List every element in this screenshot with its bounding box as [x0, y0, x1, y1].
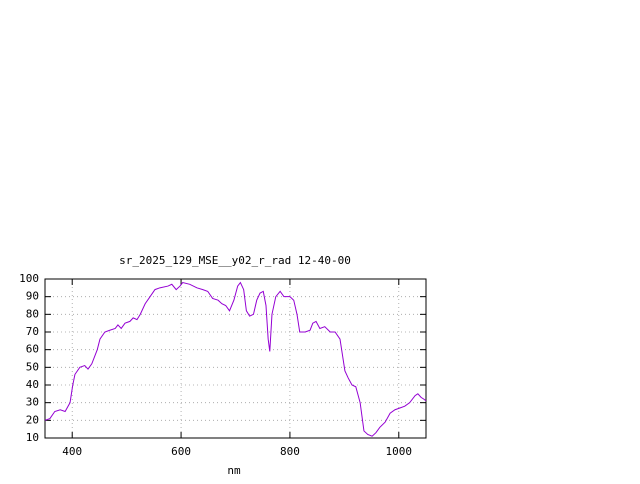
plot-border	[44, 278, 427, 439]
x-tick-label: 800	[280, 445, 300, 458]
y-tick-label: 40	[26, 378, 39, 391]
y-tick-label: 100	[19, 272, 39, 285]
y-tick-label: 70	[26, 325, 39, 338]
x-tick-label: 1000	[386, 445, 413, 458]
chart-title: sr_2025_129_MSE__y02_r_rad 12-40-00	[119, 254, 351, 267]
x-tick-label: 600	[171, 445, 191, 458]
y-tick-label: 90	[26, 290, 39, 303]
x-tick-label: 400	[62, 445, 82, 458]
data-line	[44, 281, 427, 437]
y-tick-label: 20	[26, 413, 39, 426]
y-tick-label: 30	[26, 396, 39, 409]
y-tick-label: 80	[26, 307, 39, 320]
y-tick-label: 60	[26, 343, 39, 356]
x-axis-label: nm	[227, 464, 241, 477]
y-tick-label: 10	[26, 431, 39, 444]
y-tick-label: 50	[26, 360, 39, 373]
